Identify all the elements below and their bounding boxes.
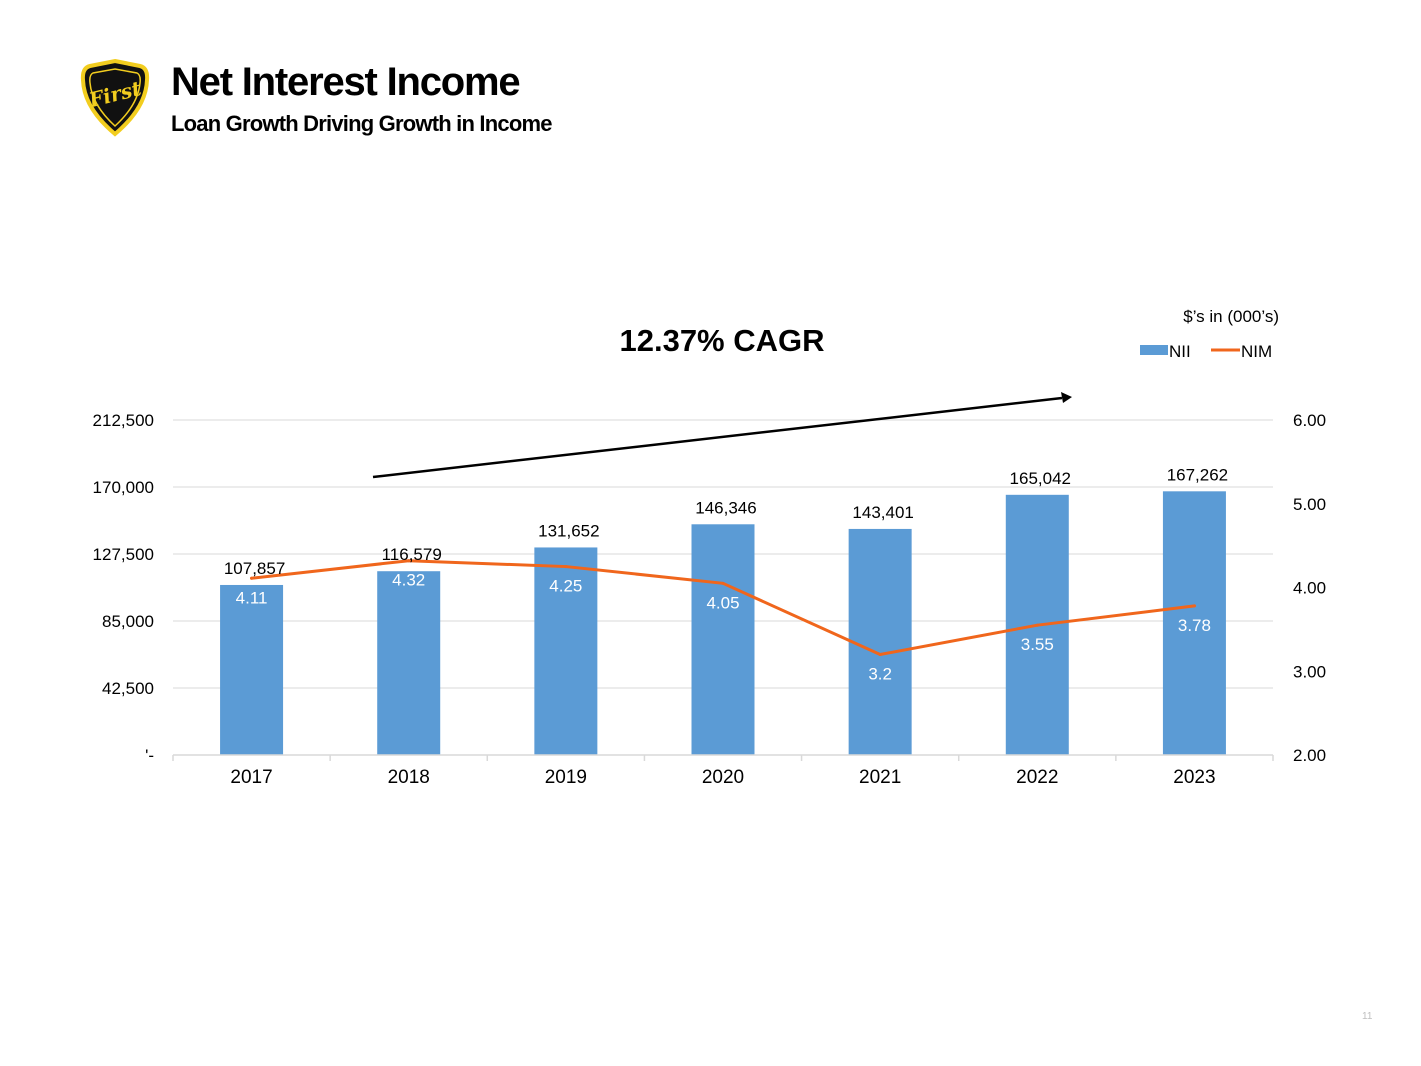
nim-value-label: 4.25 (549, 577, 582, 596)
nii-bar (377, 571, 441, 755)
nii-bar (691, 524, 755, 755)
nim-line-layer (250, 559, 1196, 656)
company-logo: First (80, 58, 150, 138)
legend-label-nii: NII (1169, 342, 1191, 361)
nim-value-label: 3.55 (1021, 635, 1054, 654)
nim-point (878, 653, 882, 656)
nim-value-label: 4.11 (236, 588, 268, 607)
nii-value-label: 116,579 (382, 545, 442, 564)
y-right-tick-label: 4.00 (1293, 579, 1326, 598)
nii-bar (1162, 491, 1226, 755)
y-left-tick-label: 212,500 (93, 411, 154, 430)
trend-arrow-line (372, 396, 1063, 479)
x-tick-label: 2018 (388, 767, 430, 788)
x-tick-label: 2019 (545, 767, 587, 788)
y-left-tick-label: '- (145, 746, 154, 765)
unit-note: $’s in (000’s) (1183, 307, 1279, 326)
chart-title: 12.37% CAGR (619, 323, 824, 358)
legend: NII NIM (1140, 342, 1272, 361)
y-right-tick-label: 2.00 (1293, 746, 1326, 765)
y-right-tick-label: 3.00 (1293, 662, 1326, 681)
nii-bars (220, 491, 1226, 755)
nim-point (721, 581, 725, 585)
trend-arrow (372, 392, 1072, 479)
nii-value-label: 107,857 (224, 559, 285, 578)
y-left-tick-label: 170,000 (93, 478, 154, 497)
legend-swatch-nii (1140, 345, 1168, 355)
x-tick-label: 2017 (230, 767, 272, 788)
nim-value-label: 4.05 (706, 593, 739, 612)
nii-bar (220, 584, 284, 755)
y-right-tick-label: 6.00 (1293, 411, 1326, 430)
nii-bar (534, 547, 598, 755)
nim-point (1192, 604, 1196, 608)
nim-value-label: 4.32 (392, 571, 425, 590)
page-subtitle: Loan Growth Driving Growth in Income (171, 111, 552, 136)
x-tick-label: 2023 (1173, 767, 1215, 788)
x-tick-label: 2022 (1016, 767, 1058, 788)
nii-value-label: 167,262 (1167, 465, 1228, 484)
nim-value-label: 3.78 (1178, 616, 1211, 635)
nii-bar (848, 528, 912, 755)
page-number: 11 (1362, 1011, 1373, 1022)
y-left-tick-label: 42,500 (102, 679, 154, 698)
nim-point (407, 559, 411, 563)
legend-label-nim: NIM (1241, 342, 1272, 361)
axes: '- 42,500 85,000 127,500 170,000 212,500 2.00 3… (93, 411, 1327, 788)
page-title: Net Interest Income (171, 60, 521, 104)
nii-value-label: 131,652 (538, 521, 599, 540)
nii-value-label: 146,346 (695, 498, 756, 517)
y-left-tick-label: 127,500 (93, 545, 154, 564)
nii-value-label: 143,401 (852, 503, 913, 522)
nim-value-label: 3.2 (868, 665, 892, 684)
nim-point (1035, 623, 1039, 627)
x-tick-label: 2021 (859, 767, 901, 788)
nii-value-label: 165,042 (1010, 469, 1071, 488)
y-left-tick-label: 85,000 (102, 612, 154, 631)
nim-point (250, 576, 254, 580)
trend-arrow-head-icon (1061, 392, 1072, 403)
x-tick-label: 2020 (702, 767, 744, 788)
y-right-tick-label: 5.00 (1293, 495, 1326, 514)
shield-icon (80, 58, 150, 137)
data-labels: 107,857 116,579 131,652 146,346 143,401 165,0… (224, 465, 1228, 683)
nim-point (564, 565, 568, 569)
